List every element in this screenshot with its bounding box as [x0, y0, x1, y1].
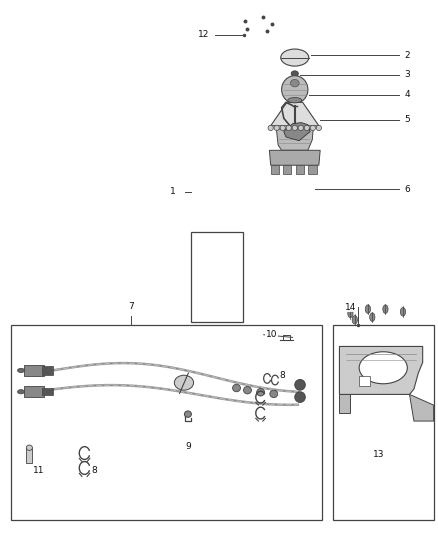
Text: 7: 7: [128, 302, 134, 311]
Text: 1: 1: [170, 188, 176, 196]
Bar: [42, 388, 53, 395]
Ellipse shape: [286, 125, 291, 131]
Ellipse shape: [274, 125, 279, 131]
Ellipse shape: [310, 125, 315, 131]
Ellipse shape: [400, 308, 406, 316]
Ellipse shape: [18, 390, 25, 394]
Ellipse shape: [290, 79, 299, 87]
Text: 2: 2: [405, 51, 410, 60]
Text: 5: 5: [404, 116, 410, 124]
Ellipse shape: [359, 352, 407, 384]
Ellipse shape: [288, 98, 302, 103]
Ellipse shape: [257, 389, 265, 396]
Text: 10: 10: [266, 330, 277, 339]
Text: 6: 6: [404, 185, 410, 193]
Bar: [333, 325, 434, 520]
Ellipse shape: [26, 445, 32, 450]
Ellipse shape: [184, 411, 191, 417]
Ellipse shape: [365, 305, 371, 313]
Ellipse shape: [298, 125, 304, 131]
Ellipse shape: [295, 392, 305, 402]
Ellipse shape: [383, 305, 388, 313]
Bar: [11, 325, 322, 520]
Bar: [24, 365, 44, 376]
Ellipse shape: [268, 125, 273, 131]
Ellipse shape: [304, 125, 310, 131]
Ellipse shape: [233, 384, 240, 392]
Bar: [308, 165, 317, 174]
Ellipse shape: [270, 390, 278, 398]
Ellipse shape: [316, 125, 321, 131]
Polygon shape: [410, 394, 434, 421]
Ellipse shape: [281, 49, 309, 66]
Polygon shape: [269, 150, 320, 165]
Text: 8: 8: [91, 466, 97, 474]
Bar: [271, 165, 279, 174]
Bar: [296, 165, 304, 174]
Ellipse shape: [174, 375, 194, 390]
Ellipse shape: [348, 309, 353, 318]
Polygon shape: [284, 123, 310, 141]
Text: 8: 8: [279, 372, 286, 380]
Ellipse shape: [244, 386, 251, 394]
Bar: [42, 366, 53, 375]
Bar: [24, 386, 44, 397]
Text: 4: 4: [405, 91, 410, 99]
Text: 11: 11: [33, 466, 44, 474]
Text: 14: 14: [345, 303, 356, 311]
Ellipse shape: [370, 313, 375, 321]
Polygon shape: [276, 129, 313, 150]
Bar: [26, 448, 32, 463]
Polygon shape: [339, 346, 423, 394]
Text: 3: 3: [404, 70, 410, 79]
Bar: [191, 232, 243, 322]
Polygon shape: [339, 394, 350, 413]
Ellipse shape: [352, 316, 357, 324]
Ellipse shape: [282, 76, 308, 103]
Text: 9: 9: [185, 442, 191, 451]
Text: 12: 12: [198, 30, 209, 39]
Bar: [283, 165, 291, 174]
Text: 13: 13: [373, 450, 385, 458]
Polygon shape: [271, 102, 319, 126]
Ellipse shape: [291, 71, 298, 76]
Ellipse shape: [280, 125, 285, 131]
Ellipse shape: [292, 125, 297, 131]
Bar: [359, 376, 370, 386]
Ellipse shape: [295, 379, 305, 390]
Ellipse shape: [18, 368, 25, 373]
